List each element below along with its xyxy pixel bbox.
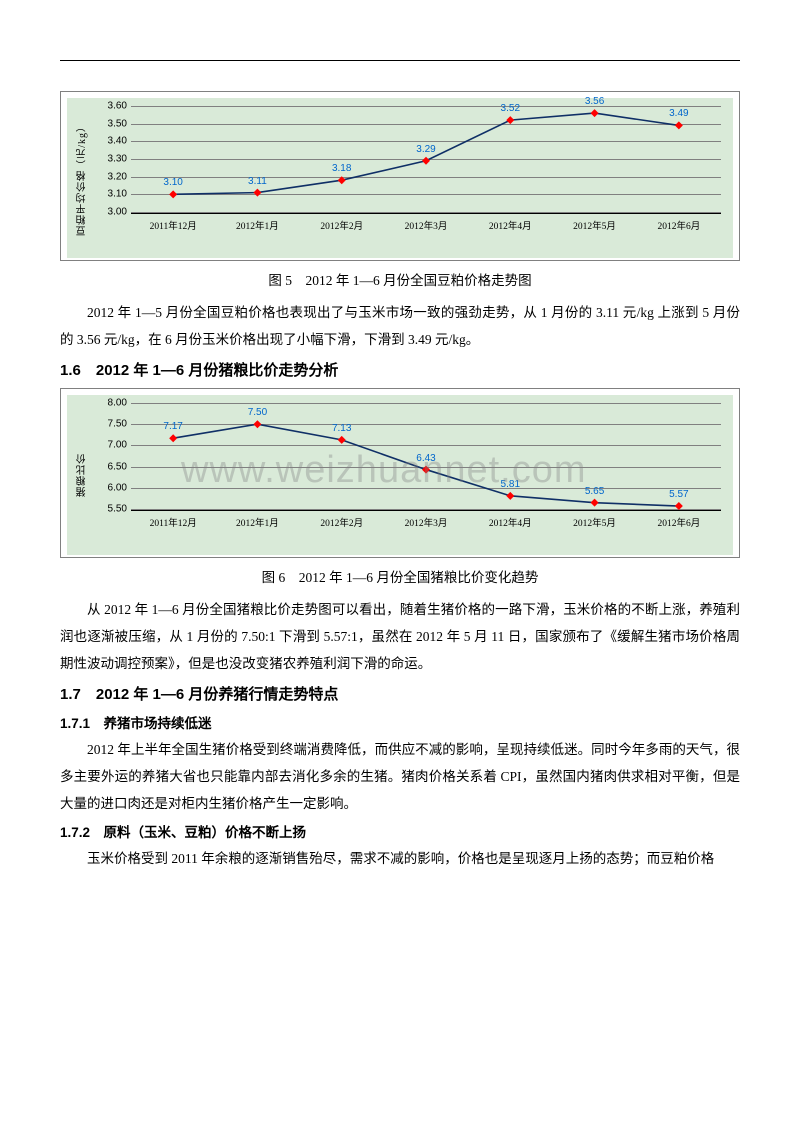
- figure-5-caption: 图 5 2012 年 1—6 月份全国豆粕价格走势图: [60, 269, 740, 289]
- page-top-rule: [60, 60, 740, 61]
- heading-1-7-1: 1.7.1 养猪市场持续低迷: [60, 712, 740, 732]
- chart2-plot: 2011年12月2012年1月2012年2月2012年3月2012年4月2012…: [131, 403, 721, 529]
- heading-1-7-2: 1.7.2 原料（玉米、豆粕）价格不断上扬: [60, 821, 740, 841]
- chart1-plot: 2011年12月2012年1月2012年2月2012年3月2012年4月2012…: [131, 106, 721, 232]
- chart-figure-5: 豆粕平均价格（元/kg） 2011年12月2012年1月2012年2月2012年…: [60, 91, 740, 261]
- para-after-fig6: 从 2012 年 1—6 月份全国猪粮比价走势图可以看出，随着生猪价格的一路下滑…: [60, 596, 740, 677]
- chart-figure-6: 猪粮比价 2011年12月2012年1月2012年2月2012年3月2012年4…: [60, 388, 740, 558]
- heading-1-6: 1.6 2012 年 1—6 月份猪粮比价走势分析: [60, 359, 740, 380]
- para-1-7-1: 2012 年上半年全国生猪价格受到终端消费降低，而供应不减的影响，呈现持续低迷。…: [60, 736, 740, 817]
- chart2-ylabel: 猪粮比价: [75, 453, 90, 497]
- para-1-7-2: 玉米价格受到 2011 年余粮的逐渐销售殆尽，需求不减的影响，价格也是呈现逐月上…: [60, 845, 740, 872]
- heading-1-7: 1.7 2012 年 1—6 月份养猪行情走势特点: [60, 683, 740, 704]
- para-after-fig5: 2012 年 1—5 月份全国豆粕价格也表现出了与玉米市场一致的强劲走势，从 1…: [60, 299, 740, 353]
- chart2-xaxis: 2011年12月2012年1月2012年2月2012年3月2012年4月2012…: [131, 510, 721, 529]
- chart1-xaxis: 2011年12月2012年1月2012年2月2012年3月2012年4月2012…: [131, 213, 721, 232]
- figure-6-caption: 图 6 2012 年 1—6 月份全国猪粮比价变化趋势: [60, 566, 740, 586]
- chart1-ylabel: 豆粕平均价格（元/kg）: [75, 121, 90, 236]
